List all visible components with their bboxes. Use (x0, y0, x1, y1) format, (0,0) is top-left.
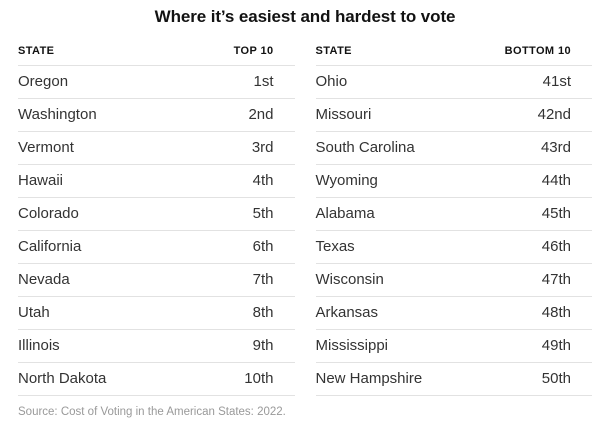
state-cell: Colorado (18, 197, 194, 231)
state-cell: Ohio (315, 65, 491, 99)
rank-cell: 5th (193, 197, 295, 231)
rank-cell: 1st (193, 65, 295, 99)
table-row: Hawaii 4th (18, 164, 295, 198)
state-cell: Utah (18, 296, 194, 330)
state-cell: Wisconsin (315, 263, 491, 297)
rank-cell: 7th (193, 263, 295, 297)
header-row: STATE BOTTOM 10 (315, 36, 592, 66)
table-row: Missouri 42nd (315, 98, 592, 132)
state-cell: Arkansas (315, 296, 491, 330)
rank-cell: 2nd (193, 98, 295, 132)
top-10-table: STATE TOP 10 Oregon 1st Washington 2nd V… (18, 36, 295, 396)
state-cell: Nevada (18, 263, 194, 297)
top-10-table-header: STATE TOP 10 (18, 36, 295, 66)
header-row: STATE TOP 10 (18, 36, 295, 66)
table-row: Alabama 45th (315, 197, 592, 231)
chart-container: Where it’s easiest and hardest to vote S… (18, 7, 592, 418)
state-cell: Hawaii (18, 164, 194, 198)
table-row: Utah 8th (18, 296, 295, 330)
chart-title: Where it’s easiest and hardest to vote (154, 7, 456, 26)
rank-cell: 41st (491, 65, 592, 99)
source-note: Source: Cost of Voting in the American S… (18, 406, 286, 418)
bottom-10-table-body: Ohio 41st Missouri 42nd South Carolina 4… (315, 65, 592, 396)
state-cell: Illinois (18, 329, 194, 363)
table-row: Illinois 9th (18, 329, 295, 363)
table-row: Colorado 5th (18, 197, 295, 231)
tables-row: STATE TOP 10 Oregon 1st Washington 2nd V… (18, 36, 592, 396)
state-cell: Texas (315, 230, 491, 264)
table-row: Arkansas 48th (315, 296, 592, 330)
rank-cell: 10th (193, 362, 295, 396)
table-row: Washington 2nd (18, 98, 295, 132)
table-row: Nevada 7th (18, 263, 295, 297)
state-cell: South Carolina (315, 131, 491, 165)
state-cell: North Dakota (18, 362, 194, 396)
rank-cell: 4th (193, 164, 295, 198)
bottom-10-table-header: STATE BOTTOM 10 (315, 36, 592, 66)
rank-cell: 43rd (491, 131, 592, 165)
bottom-10-table: STATE BOTTOM 10 Ohio 41st Missouri 42nd … (315, 36, 592, 396)
state-cell: Alabama (315, 197, 491, 231)
state-cell: New Hampshire (315, 362, 491, 396)
rank-cell: 48th (491, 296, 592, 330)
table-row: Texas 46th (315, 230, 592, 264)
rank-cell: 44th (491, 164, 592, 198)
top-10-table-body: Oregon 1st Washington 2nd Vermont 3rd Ha… (18, 65, 295, 396)
table-row: Vermont 3rd (18, 131, 295, 165)
state-cell: Vermont (18, 131, 194, 165)
rank-cell: 46th (491, 230, 592, 264)
rank-cell: 49th (491, 329, 592, 363)
rank-cell: 3rd (193, 131, 295, 165)
rank-cell: 42nd (491, 98, 592, 132)
rank-cell: 8th (193, 296, 295, 330)
table-row: North Dakota 10th (18, 362, 295, 396)
table-row: New Hampshire 50th (315, 362, 592, 396)
column-header-bottom10: BOTTOM 10 (491, 36, 592, 66)
state-cell: Wyoming (315, 164, 491, 198)
rank-cell: 6th (193, 230, 295, 264)
state-cell: Missouri (315, 98, 491, 132)
table-row: California 6th (18, 230, 295, 264)
table-row: Mississippi 49th (315, 329, 592, 363)
table-row: Wyoming 44th (315, 164, 592, 198)
column-header-top10: TOP 10 (193, 36, 295, 66)
table-row: South Carolina 43rd (315, 131, 592, 165)
table-row: Oregon 1st (18, 65, 295, 99)
rank-cell: 45th (491, 197, 592, 231)
column-header-state: STATE (18, 36, 194, 66)
column-header-state: STATE (315, 36, 491, 66)
state-cell: Washington (18, 98, 194, 132)
state-cell: Mississippi (315, 329, 491, 363)
rank-cell: 47th (491, 263, 592, 297)
state-cell: California (18, 230, 194, 264)
rank-cell: 50th (491, 362, 592, 396)
state-cell: Oregon (18, 65, 194, 99)
rank-cell: 9th (193, 329, 295, 363)
table-row: Wisconsin 47th (315, 263, 592, 297)
table-row: Ohio 41st (315, 65, 592, 99)
